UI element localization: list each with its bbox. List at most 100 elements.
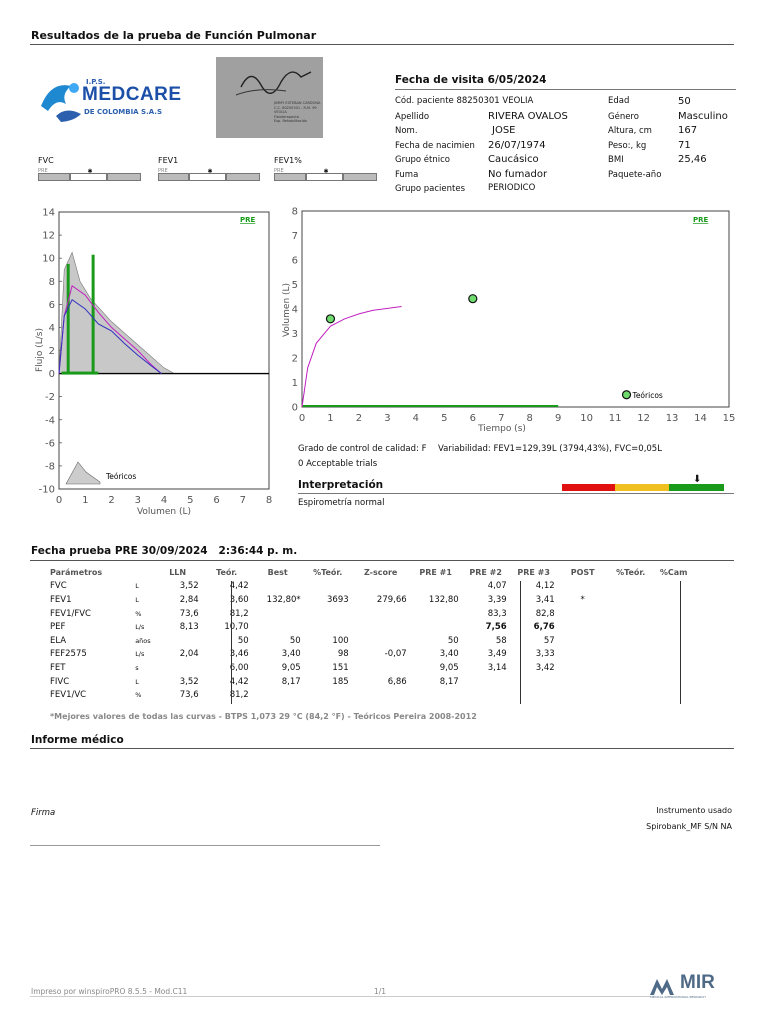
indicator-fev1pct-marker: ✱ [323, 168, 329, 175]
table-cell: 98 [337, 649, 349, 660]
ethnic-label: Grupo étnico [395, 155, 450, 165]
table-cell [608, 607, 654, 621]
table-cell [654, 675, 694, 689]
vol-y-tick: 5 [292, 280, 298, 291]
table-cell: 279,66 [376, 594, 407, 605]
logo-mark-icon [41, 83, 81, 122]
report-rule [30, 748, 734, 749]
flow-theoretical-area [58, 251, 175, 374]
indicator-fev1-label: FEV1 [158, 156, 179, 165]
flow-x-tick: 8 [266, 495, 272, 506]
table-cell [558, 648, 608, 662]
table-cell [252, 688, 304, 702]
table-cell: L/s [135, 623, 145, 632]
logo-line-1: I.P.S. [86, 78, 106, 86]
age-label: Edad [608, 96, 630, 106]
table-cell [304, 607, 352, 621]
table-cell: 3,33 [535, 649, 555, 660]
table-cell [654, 661, 694, 675]
table-cell: 58 [495, 635, 507, 646]
vol-theoretical-point [621, 390, 632, 400]
table-cell: L [135, 595, 139, 604]
footer-printed: Impreso por winspiroPRO 8.5.5 - Mod.C11 [31, 987, 188, 996]
table-row: FEF2575 L/s 2,04 3,46 3,40 98 -0,07 3,40 3,49 3,3… [30, 648, 694, 662]
table-cell [510, 688, 558, 702]
smoke-value: No fumador [488, 169, 548, 180]
vol-x-tick: 12 [637, 413, 650, 424]
signature-stamp: JIMMY ESTEBAN CARDONA C.C. 80250301 - R.M… [216, 57, 323, 138]
table-row: FEV1/FVC% 73,6 81,2 83,3 82,8 [30, 607, 694, 621]
flow-y-tick: -10 [39, 485, 55, 496]
vol-y-tick: 8 [292, 207, 298, 218]
table-row: ELA años 50 50 100 50 58 57 [30, 634, 694, 648]
surname-value: RIVERA OVALOS [488, 111, 568, 122]
table-cell [462, 675, 510, 689]
vol-x-tick: 8 [527, 413, 533, 424]
table-cell [252, 607, 304, 621]
flow-y-tick: -6 [45, 438, 55, 449]
table-row: FET s 6,00 9,05 151 9,05 3,14 3,42 [30, 661, 694, 675]
test-rule [30, 560, 734, 561]
flow-y-tick: 14 [42, 208, 55, 219]
weight-label: Peso:, kg [608, 141, 647, 151]
packyear-label: Paquete-año [608, 170, 662, 180]
th-unit [105, 566, 153, 580]
table-cell: 132,80 [428, 594, 459, 605]
parameters-table: Parámetros LLN Teór. Best %Teór. Z-score… [30, 566, 694, 702]
table-cell: 3,49 [487, 649, 507, 660]
vol-x-tick: 0 [299, 413, 305, 424]
table-cell [558, 634, 608, 648]
table-cell [654, 688, 694, 702]
vol-x-tick: 5 [441, 413, 447, 424]
flow-y-tick: 0 [49, 369, 55, 380]
indicator-fev1pct-bar: ✱ [274, 168, 377, 181]
table-header-row: Parámetros LLN Teór. Best %Teór. Z-score… [30, 566, 694, 580]
table-cell: 3,52 [179, 581, 199, 592]
quality-trials: 0 Acceptable trials [298, 459, 378, 469]
table-cell: 3,14 [487, 662, 507, 673]
name-value: JOSE [492, 125, 516, 136]
flow-series-2 [58, 298, 162, 374]
indicator-fvc-bar: ✱ [38, 168, 141, 181]
vol-theoretical-point [468, 294, 478, 304]
table-cell: 8,17 [281, 676, 301, 687]
table-cell [558, 620, 608, 634]
table-cell [352, 661, 410, 675]
table-cell [608, 675, 654, 689]
vol-x-tick: 13 [666, 413, 679, 424]
th-post-pct: %Teór. [616, 568, 646, 578]
vol-x-tick: 3 [384, 413, 390, 424]
bmi-value: 25,46 [678, 154, 707, 165]
flow-y-ticks: 14 12 10 8 6 4 2 0 -2 -4 -6 -8 -10 [39, 208, 62, 496]
flow-x-tick: 1 [82, 495, 88, 506]
vol-y-ticks: 8 7 6 5 4 3 2 1 0 [292, 207, 298, 414]
th-lln: LLN [169, 568, 187, 578]
vol-series-pre [301, 306, 402, 408]
th-param: Parámetros [50, 568, 103, 578]
vol-theoretical-point [325, 314, 336, 324]
table-cell: 73,6 [179, 608, 199, 619]
table-cell [608, 580, 654, 594]
vol-x-tick: 7 [498, 413, 504, 424]
table-cell: 10,70 [224, 622, 249, 633]
table-row: FIVC L 3,52 4,42 8,17 185 6,86 8,17 [30, 675, 694, 689]
table-cell [608, 593, 654, 607]
table-cell: 3,52 [179, 676, 199, 687]
flow-x-tick: 7 [240, 495, 246, 506]
vol-x-tick: 6 [470, 413, 476, 424]
header-rule [30, 44, 734, 45]
vol-y-tick: 4 [292, 305, 298, 316]
table-cell: 185 [332, 676, 349, 687]
flow-pre-label: PRE [240, 216, 256, 224]
table-cell: años [135, 636, 151, 645]
table-cell: 4,42 [229, 676, 249, 687]
vol-x-label: Tiempo (s) [477, 424, 526, 434]
interpretation-title: Interpretación [298, 479, 384, 491]
smoke-label: Fuma [395, 170, 419, 180]
height-value: 167 [678, 125, 698, 136]
flow-y-tick: 10 [42, 254, 55, 265]
table-cell: * [580, 594, 585, 605]
th-best: Best [267, 568, 288, 578]
company-logo: I.P.S. MEDCARE DE COLOMBIA S.A.S [36, 72, 196, 128]
indicator-fev1-pre: PRE [158, 168, 168, 174]
